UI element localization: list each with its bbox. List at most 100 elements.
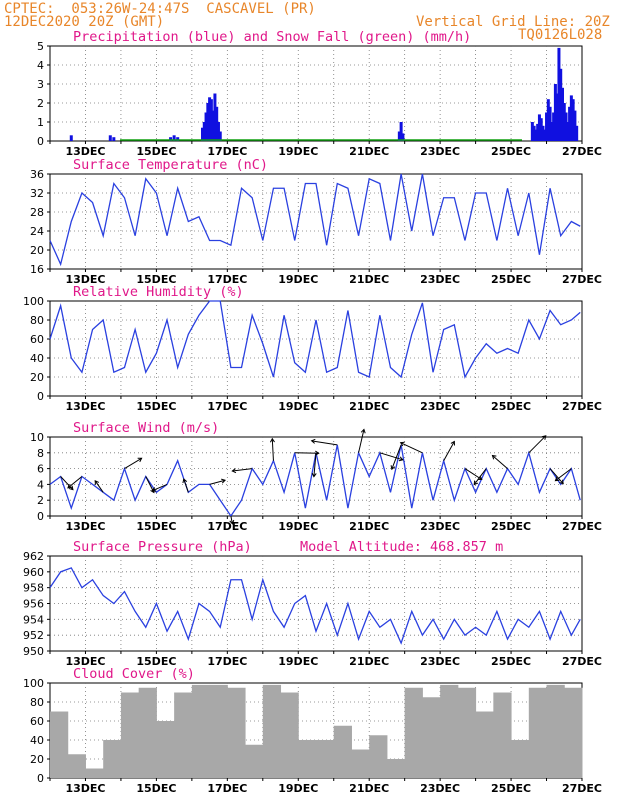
wind-vector <box>311 440 338 446</box>
cloud-bar <box>511 740 530 778</box>
y-tick-label: 954 <box>23 613 44 626</box>
y-tick-label: 28 <box>30 206 44 219</box>
x-tick-label: 23DEC <box>420 273 460 286</box>
cloud-bar <box>85 768 104 778</box>
y-tick-label: 2 <box>37 97 44 110</box>
x-tick-label: 15DEC <box>136 400 176 413</box>
x-tick-label: 19DEC <box>278 273 318 286</box>
wind-vector <box>183 478 189 493</box>
y-tick-label: 80 <box>30 314 44 327</box>
precip-bar <box>172 135 176 141</box>
precip-bar <box>562 103 566 141</box>
cloud-bar <box>316 740 335 778</box>
precip-bar <box>209 99 213 141</box>
x-tick-label: 25DEC <box>491 655 531 668</box>
x-tick-label: 13DEC <box>65 520 105 533</box>
wind-vector <box>358 429 365 453</box>
precip-bar <box>541 125 545 141</box>
x-tick-label: 17DEC <box>207 520 247 533</box>
x-tick-label: 25DEC <box>491 145 531 158</box>
precip-bar <box>573 110 577 141</box>
cloud-bar <box>156 721 175 778</box>
cloud-bar <box>440 684 459 778</box>
y-tick-label: 0 <box>37 772 44 785</box>
precip-bar <box>537 114 541 141</box>
y-tick-label: 32 <box>30 187 44 200</box>
wind-arrowhead <box>390 465 396 471</box>
x-tick-label: 27DEC <box>562 273 602 286</box>
wind-vector <box>232 468 253 472</box>
x-tick-label: 19DEC <box>278 145 318 158</box>
wind-arrowhead <box>541 435 547 440</box>
cloud-bar <box>227 687 246 778</box>
y-tick-label: 6 <box>37 463 44 476</box>
precip-bar <box>568 106 572 141</box>
x-tick-label: 15DEC <box>136 655 176 668</box>
x-tick-label: 17DEC <box>207 655 247 668</box>
wind-vector <box>152 483 168 492</box>
plot-frame <box>49 436 583 517</box>
x-tick-label: 25DEC <box>491 520 531 533</box>
panel-6: Cloud Cover (%) 0 20 40 60 80 100 13DEC 15DEC 17D… <box>23 666 602 795</box>
x-tick-label: 21DEC <box>349 520 389 533</box>
wind-arrowhead <box>398 456 404 462</box>
precip-bar <box>560 87 564 141</box>
cloud-bar <box>422 697 441 778</box>
x-tick-label: 25DEC <box>491 782 531 795</box>
cloud-bar <box>457 687 477 778</box>
panel-title: Surface Wind (m/s) <box>73 420 219 436</box>
series-line <box>49 567 581 645</box>
y-tick-label: 16 <box>30 263 44 276</box>
precip-bar <box>397 131 401 141</box>
wind-arrowhead <box>310 438 316 444</box>
wind-vector <box>528 435 547 454</box>
cloud-bar <box>298 740 317 778</box>
x-tick-label: 21DEC <box>349 655 389 668</box>
y-tick-label: 0 <box>37 135 44 148</box>
wind-arrowhead <box>151 487 157 492</box>
plot-frame <box>49 300 583 397</box>
panel-title: Surface Temperature (nC) <box>73 157 268 173</box>
x-tick-label: 27DEC <box>562 145 602 158</box>
y-tick-label: 0 <box>37 390 44 403</box>
wind-vector <box>230 515 233 524</box>
x-tick-label: 13DEC <box>65 145 105 158</box>
panel-2: Surface Temperature (nC) 16 20 24 28 32 36 13DE… <box>30 157 602 286</box>
panel-title: Precipitation (blue) and Snow Fall (gree… <box>73 29 471 45</box>
panel-5: Surface Pressure (hPa) Model Altitude: 46… <box>23 539 602 668</box>
y-tick-label: 40 <box>30 352 44 365</box>
precip-bar <box>548 106 552 141</box>
precip-bar <box>401 133 405 141</box>
y-tick-label: 60 <box>30 715 44 728</box>
wind-arrowhead <box>137 457 143 463</box>
wind-arrowhead <box>269 437 275 443</box>
precip-bar <box>112 137 116 141</box>
y-tick-label: 24 <box>30 225 44 238</box>
wind-arrowhead <box>491 454 497 460</box>
panel-4: Surface Wind (m/s) 0 2 4 6 8 10 13DEC 15DEC 17DEC… <box>30 420 602 533</box>
precip-bar <box>202 122 206 141</box>
x-tick-label: 27DEC <box>562 400 602 413</box>
wind-arrowhead <box>94 480 100 485</box>
precip-bar <box>215 106 219 141</box>
y-tick-label: 950 <box>23 645 44 658</box>
x-tick-label: 13DEC <box>65 655 105 668</box>
x-tick-label: 27DEC <box>562 655 602 668</box>
cloud-bar <box>404 687 423 778</box>
x-tick-label: 21DEC <box>349 400 389 413</box>
precip-bar <box>575 125 579 141</box>
precip-bar <box>169 137 173 141</box>
series-line <box>49 300 581 379</box>
x-tick-label: 21DEC <box>349 273 389 286</box>
y-tick-label: 958 <box>23 582 44 595</box>
wind-vector <box>443 441 455 461</box>
wind-vector <box>400 442 423 454</box>
x-tick-label: 17DEC <box>207 273 247 286</box>
x-tick-label: 13DEC <box>65 273 105 286</box>
header-model-id: TQ0126L028 <box>518 27 603 43</box>
precip-bar <box>552 112 556 141</box>
precip-bar <box>532 125 536 141</box>
precip-bar <box>213 93 217 141</box>
x-tick-label: 19DEC <box>278 782 318 795</box>
x-tick-label: 17DEC <box>207 145 247 158</box>
